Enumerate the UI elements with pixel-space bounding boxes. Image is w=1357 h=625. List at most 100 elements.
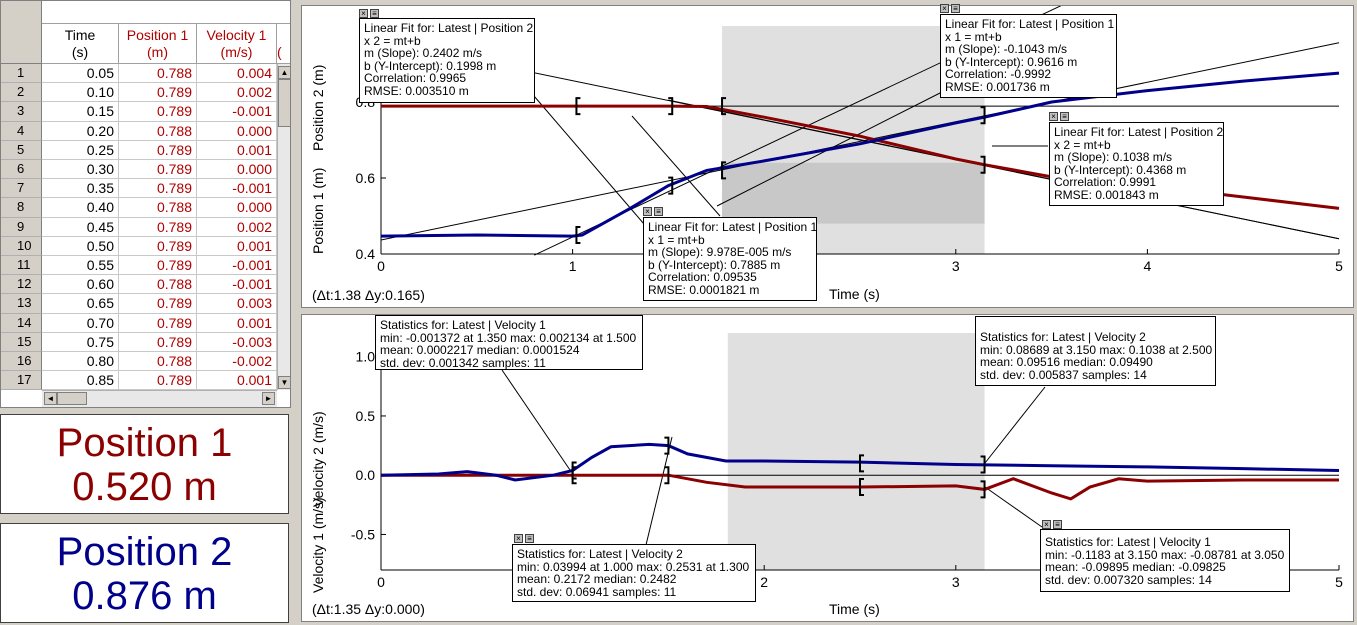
table-row[interactable]: 11 0.55 0.789 -0.001 <box>1 256 277 276</box>
cell-position-1[interactable]: 0.789 <box>119 236 197 256</box>
table-row[interactable]: 17 0.85 0.789 0.001 <box>1 371 277 391</box>
cell-position-1[interactable]: 0.789 <box>119 140 197 160</box>
cell-time[interactable]: 0.35 <box>42 179 119 199</box>
linear-fit-box-position-1[interactable]: Linear Fit for: Latest | Position 1 x 1 … <box>940 14 1117 98</box>
cell-position-1[interactable]: 0.789 <box>119 102 197 122</box>
cell-position-1[interactable]: 0.788 <box>119 275 197 295</box>
cell-time[interactable]: 0.60 <box>42 275 119 295</box>
close-icon[interactable]: × <box>1049 112 1058 121</box>
row-number[interactable]: 6 <box>1 160 42 180</box>
table-row[interactable]: 5 0.25 0.789 0.001 <box>1 140 277 160</box>
row-number[interactable]: 5 <box>1 140 42 160</box>
graph-position[interactable]: 0123450.40.60.81 Position 2 (m) Position… <box>301 4 1354 308</box>
cell-velocity-1[interactable]: 0.004 <box>197 64 277 84</box>
cell-velocity-1[interactable]: -0.002 <box>197 352 277 372</box>
cell-time[interactable]: 0.15 <box>42 102 119 122</box>
row-number[interactable]: 16 <box>1 352 42 372</box>
column-header-partial[interactable]: ( <box>277 24 290 64</box>
cell-position-1[interactable]: 0.788 <box>119 198 197 218</box>
cell-time[interactable]: 0.40 <box>42 198 119 218</box>
scroll-thumb[interactable] <box>278 79 290 127</box>
scroll-down-button[interactable]: ▼ <box>278 376 290 389</box>
cell-time[interactable]: 0.55 <box>42 256 119 276</box>
row-number[interactable]: 1 <box>1 64 42 84</box>
options-icon[interactable]: ≡ <box>525 534 534 543</box>
table-row[interactable]: 8 0.40 0.788 0.000 <box>1 198 277 218</box>
cell-velocity-1[interactable]: 0.001 <box>197 140 277 160</box>
cell-position-1[interactable]: 0.789 <box>119 332 197 352</box>
vertical-scrollbar[interactable]: ▲ ▼ <box>277 64 290 390</box>
row-number[interactable]: 11 <box>1 256 42 276</box>
row-number[interactable]: 8 <box>1 198 42 218</box>
cell-position-1[interactable]: 0.789 <box>119 313 197 333</box>
cell-velocity-1[interactable]: 0.001 <box>197 313 277 333</box>
cell-position-1[interactable]: 0.789 <box>119 371 197 391</box>
cell-time[interactable]: 0.75 <box>42 332 119 352</box>
row-number[interactable]: 12 <box>1 275 42 295</box>
statistics-box-velocity-1b[interactable]: Statistics for: Latest | Velocity 1 min:… <box>1040 529 1290 592</box>
cell-time[interactable]: 0.45 <box>42 217 119 237</box>
table-row[interactable]: 10 0.50 0.789 0.001 <box>1 236 277 256</box>
cell-velocity-1[interactable]: 0.001 <box>197 236 277 256</box>
table-row[interactable]: 13 0.65 0.789 0.003 <box>1 294 277 314</box>
cell-time[interactable]: 0.50 <box>42 236 119 256</box>
close-icon[interactable]: × <box>940 4 949 13</box>
cell-position-1[interactable]: 0.789 <box>119 217 197 237</box>
row-number[interactable]: 3 <box>1 102 42 122</box>
cell-position-1[interactable]: 0.788 <box>119 64 197 84</box>
data-table[interactable]: Time (s) Position 1 (m) Velocity 1 (m/s)… <box>0 0 291 408</box>
row-number[interactable]: 9 <box>1 217 42 237</box>
cell-time[interactable]: 0.10 <box>42 83 119 103</box>
linear-fit-box-position-2b[interactable]: Linear Fit for: Latest | Position 2 x 2 … <box>1049 122 1224 206</box>
cell-velocity-1[interactable]: 0.000 <box>197 160 277 180</box>
cell-velocity-1[interactable]: -0.001 <box>197 256 277 276</box>
table-row[interactable]: 15 0.75 0.789 -0.003 <box>1 332 277 352</box>
cell-velocity-1[interactable]: -0.001 <box>197 179 277 199</box>
scroll-up-button[interactable]: ▲ <box>278 66 290 79</box>
cell-velocity-1[interactable]: -0.001 <box>197 275 277 295</box>
cell-velocity-1[interactable]: -0.001 <box>197 102 277 122</box>
table-row[interactable]: 1 0.05 0.788 0.004 <box>1 64 277 84</box>
cell-velocity-1[interactable]: -0.003 <box>197 332 277 352</box>
table-row[interactable]: 9 0.45 0.789 0.002 <box>1 217 277 237</box>
cell-velocity-1[interactable]: 0.000 <box>197 121 277 141</box>
options-icon[interactable]: ≡ <box>951 4 960 13</box>
table-row[interactable]: 14 0.70 0.789 0.001 <box>1 313 277 333</box>
table-row[interactable]: 7 0.35 0.789 -0.001 <box>1 179 277 199</box>
cell-position-1[interactable]: 0.789 <box>119 256 197 276</box>
cell-time[interactable]: 0.70 <box>42 313 119 333</box>
statistics-box-velocity-2[interactable]: Statistics for: Latest | Velocity 2 min:… <box>975 316 1216 386</box>
row-number[interactable]: 14 <box>1 313 42 333</box>
cell-time[interactable]: 0.65 <box>42 294 119 314</box>
table-row[interactable]: 3 0.15 0.789 -0.001 <box>1 102 277 122</box>
velocity-plot[interactable]: 023451.00.50.0-0.5 <box>302 315 1353 621</box>
meter-position-1[interactable]: Position 1 0.520 m <box>0 414 289 514</box>
cell-velocity-1[interactable]: 0.002 <box>197 83 277 103</box>
cell-position-1[interactable]: 0.789 <box>119 294 197 314</box>
row-number[interactable]: 15 <box>1 332 42 352</box>
meter-position-2[interactable]: Position 2 0.876 m <box>0 523 289 623</box>
close-icon[interactable]: × <box>643 207 652 216</box>
cell-velocity-1[interactable]: 0.002 <box>197 217 277 237</box>
row-number[interactable]: 13 <box>1 294 42 314</box>
cell-velocity-1[interactable]: 0.000 <box>197 198 277 218</box>
table-row[interactable]: 2 0.10 0.789 0.002 <box>1 83 277 103</box>
cell-time[interactable]: 0.25 <box>42 140 119 160</box>
graph-velocity[interactable]: 023451.00.50.0-0.5 Velocity 2 (m/s) Velo… <box>301 314 1354 622</box>
table-row[interactable]: 16 0.80 0.788 -0.002 <box>1 352 277 372</box>
options-icon[interactable]: ≡ <box>654 207 663 216</box>
cell-position-1[interactable]: 0.788 <box>119 121 197 141</box>
table-row[interactable]: 12 0.60 0.788 -0.001 <box>1 275 277 295</box>
cell-velocity-1[interactable]: 0.003 <box>197 294 277 314</box>
row-number[interactable]: 10 <box>1 236 42 256</box>
linear-fit-box-position-2[interactable]: Linear Fit for: Latest | Position 2 x 2 … <box>359 18 535 103</box>
linear-fit-box-position-1b[interactable]: Linear Fit for: Latest | Position 1 x 1 … <box>643 217 817 301</box>
row-number[interactable]: 17 <box>1 371 42 391</box>
cell-time[interactable]: 0.30 <box>42 160 119 180</box>
column-header-velocity-1[interactable]: Velocity 1 (m/s) <box>197 24 277 64</box>
cell-time[interactable]: 0.85 <box>42 371 119 391</box>
close-icon[interactable]: × <box>359 9 368 18</box>
cell-velocity-1[interactable]: 0.001 <box>197 371 277 391</box>
cell-position-1[interactable]: 0.789 <box>119 179 197 199</box>
row-number[interactable]: 2 <box>1 83 42 103</box>
